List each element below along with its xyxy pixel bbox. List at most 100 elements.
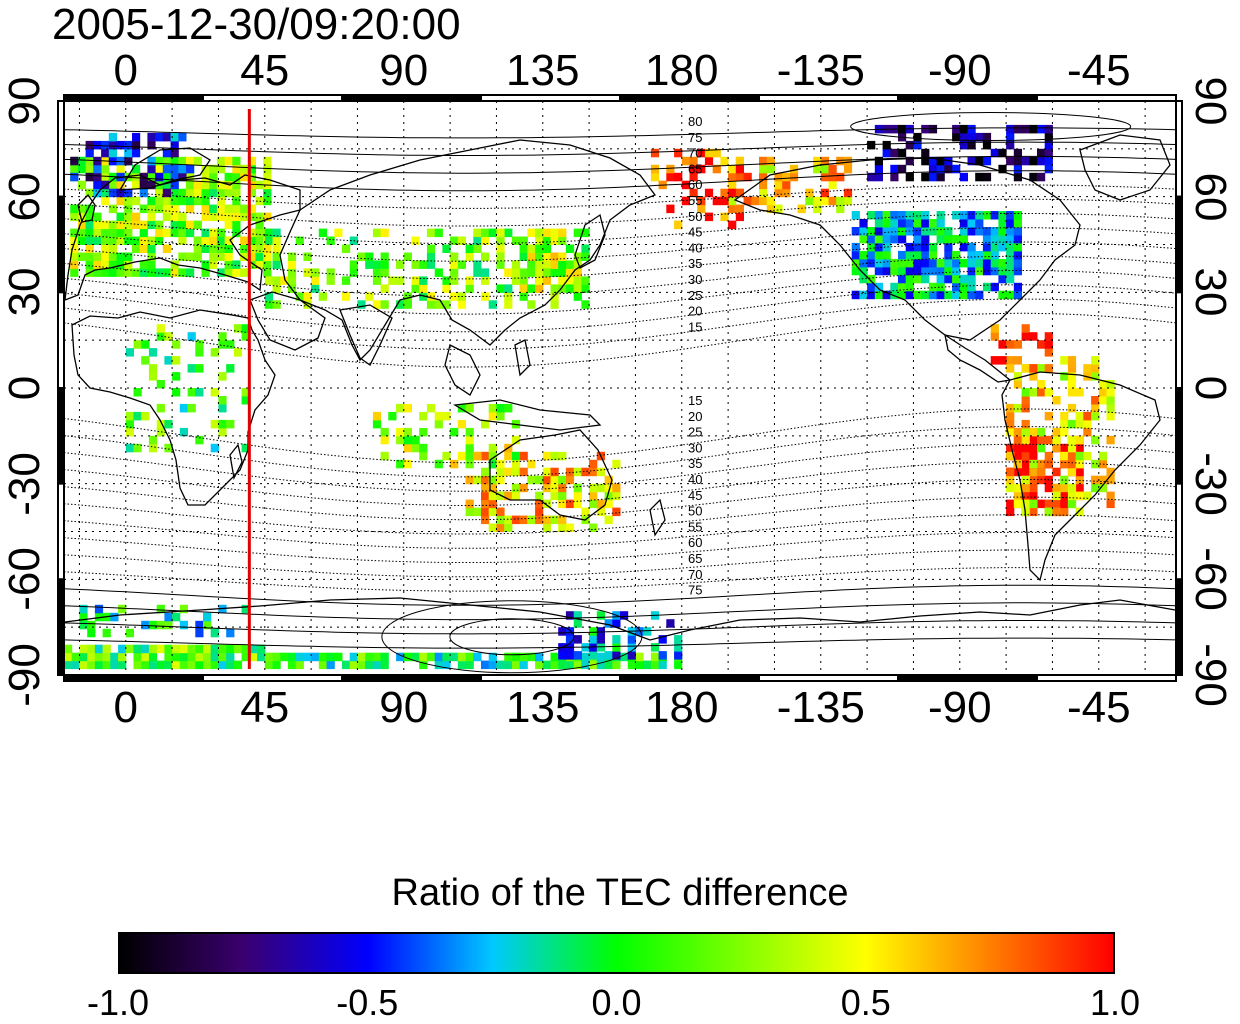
tec-cell — [542, 483, 551, 493]
tec-cell — [1013, 164, 1022, 174]
tec-cell — [558, 660, 567, 670]
tec-cell — [178, 156, 187, 166]
tec-cell — [689, 164, 698, 174]
tec-cell — [233, 348, 243, 357]
tec-cell — [263, 196, 272, 206]
tec-cell — [944, 258, 953, 268]
tec-cell — [170, 220, 179, 230]
tec-cell — [535, 260, 544, 269]
tec-cell — [70, 268, 79, 277]
tec-cell — [216, 180, 226, 190]
tec-cell — [936, 274, 945, 284]
contour-label: 20 — [688, 304, 702, 319]
tec-cell — [1052, 467, 1061, 477]
tec-cell — [209, 228, 218, 238]
tec-cell — [890, 148, 899, 158]
tec-cell — [156, 380, 165, 389]
colorbar-tick-label: 1.0 — [1089, 982, 1141, 1023]
tec-cell — [565, 276, 575, 285]
tec-cell — [1098, 483, 1107, 493]
tec-cell — [704, 212, 714, 222]
tec-cell — [79, 604, 88, 614]
tec-cell — [203, 644, 212, 654]
tec-cell — [457, 652, 466, 662]
tec-cell — [93, 220, 102, 230]
tec-cell — [450, 276, 459, 285]
tec-cell — [496, 515, 505, 525]
tec-cell — [411, 443, 420, 453]
tec-cell — [226, 644, 235, 654]
tec-cell — [519, 276, 528, 285]
tec-cell — [442, 300, 451, 309]
tec-cell — [216, 204, 226, 214]
tec-cell — [1044, 132, 1053, 142]
tec-cell — [93, 236, 102, 245]
tec-cell — [155, 132, 164, 142]
coastline-south-america — [1001, 371, 1161, 582]
tec-cell — [141, 660, 150, 670]
tec-cell — [178, 220, 187, 230]
tec-cell — [959, 242, 968, 252]
tec-cell — [116, 196, 125, 206]
tec-cell — [867, 250, 876, 260]
tec-cell — [782, 172, 791, 182]
tec-cell — [1006, 211, 1015, 220]
tec-cell — [101, 244, 110, 253]
tec-cell — [774, 180, 783, 190]
tec-cell — [178, 196, 187, 206]
tec-cell — [203, 612, 212, 622]
tec-cell — [558, 228, 567, 238]
tec-cell — [496, 459, 505, 469]
tec-cell — [627, 643, 636, 652]
tec-cell — [201, 180, 210, 190]
tec-cell — [874, 219, 883, 228]
tec-cell — [465, 660, 474, 670]
tec-cell — [1006, 132, 1015, 142]
tec-cell — [1106, 435, 1115, 445]
tec-cell — [959, 172, 968, 182]
tec-cell — [975, 266, 984, 276]
tec-cell — [1006, 467, 1015, 477]
tec-cell — [179, 644, 188, 654]
tec-cell — [1006, 227, 1015, 236]
tec-cell — [1006, 250, 1015, 260]
tec-cell — [890, 258, 899, 268]
tec-cell — [820, 196, 829, 206]
tec-cell — [975, 290, 984, 300]
tec-cell — [890, 266, 899, 276]
tec-cell — [1006, 124, 1015, 134]
top-longitude-tick: 90 — [379, 46, 429, 95]
bottom-longitude-tick: 0 — [113, 683, 139, 732]
tec-cell — [311, 652, 320, 662]
tec-cell — [147, 244, 156, 253]
tec-cell — [959, 282, 968, 292]
tec-cell — [148, 644, 158, 654]
tec-cell — [565, 244, 575, 253]
tec-cell — [334, 652, 343, 662]
tec-cell — [1037, 435, 1046, 445]
tec-cell — [108, 140, 117, 150]
tec-cell — [209, 260, 218, 269]
coastline-indonesia — [453, 399, 602, 431]
tec-cell — [372, 652, 382, 662]
tec-cell — [133, 411, 142, 421]
tec-cell — [1021, 419, 1030, 429]
tec-cell — [372, 260, 382, 269]
tec-cell — [882, 227, 891, 236]
tec-cell — [1006, 274, 1015, 284]
contour-label: 75 — [688, 583, 702, 598]
tec-cell — [450, 268, 459, 277]
tec-cell — [132, 236, 141, 245]
tec-cell — [488, 499, 497, 509]
tec-cell — [936, 156, 945, 166]
tec-cell — [944, 274, 953, 284]
tec-cell — [426, 260, 436, 269]
tec-cell — [125, 427, 134, 437]
tec-cell — [132, 164, 141, 174]
tec-cell — [426, 300, 436, 309]
tec-cell — [550, 475, 559, 485]
tec-cell — [170, 228, 179, 238]
tec-cell — [1006, 403, 1015, 413]
tec-cell — [396, 260, 405, 269]
tec-cell — [928, 242, 938, 252]
